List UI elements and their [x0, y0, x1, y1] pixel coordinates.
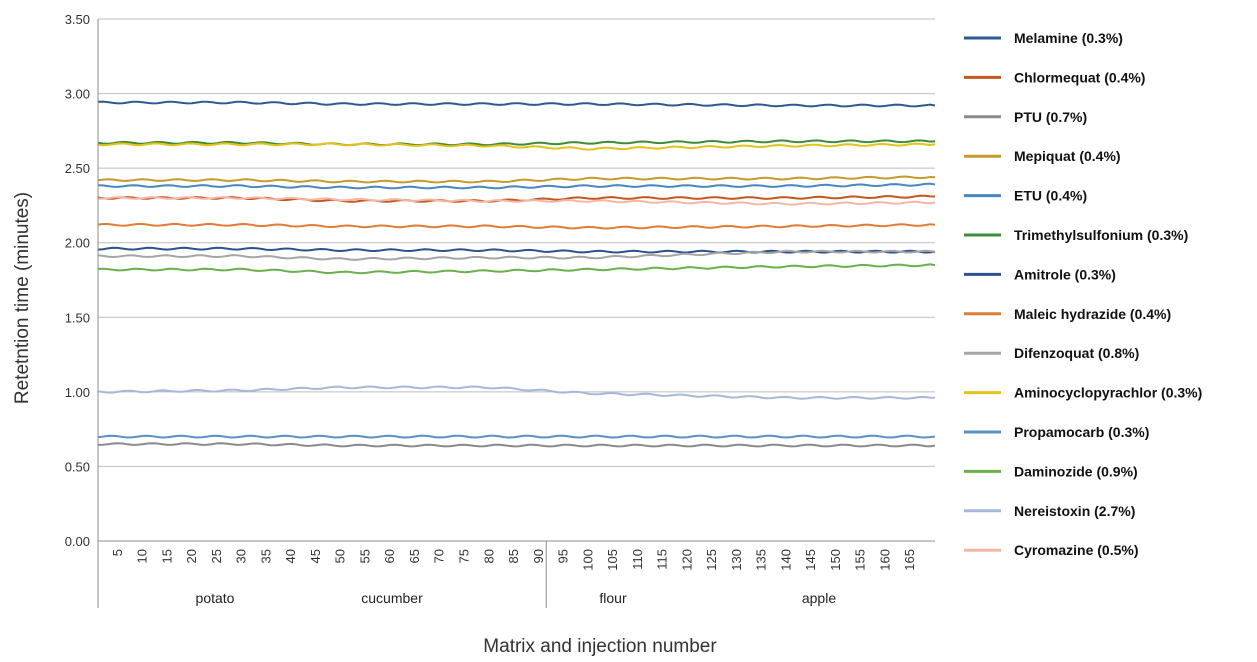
legend-item: Chlormequat (0.4%): [964, 69, 1145, 85]
y-tick-label: 3.50: [65, 12, 90, 27]
series-line: [97, 196, 936, 206]
legend-label: ETU (0.4%): [1014, 188, 1087, 204]
x-tick-label: 40: [283, 549, 298, 563]
series-line: [97, 139, 936, 147]
legend-label: Cyromazine (0.5%): [1014, 542, 1138, 558]
x-group-label: cucumber: [361, 590, 423, 606]
x-tick-label: 130: [729, 549, 744, 571]
x-tick-label: 25: [209, 549, 224, 563]
x-tick-label: 145: [803, 549, 818, 571]
y-tick-label: 2.50: [65, 161, 90, 176]
x-group-label: flour: [599, 590, 627, 606]
series-line: [97, 442, 936, 448]
x-group-label: apple: [802, 590, 836, 606]
x-tick-label: 30: [234, 549, 249, 563]
legend-item: Difenzoquat (0.8%): [964, 345, 1139, 361]
series-line: [97, 249, 936, 261]
legend-item: Aminocyclopyrachlor (0.3%): [964, 385, 1202, 401]
y-tick-label: 3.00: [65, 87, 90, 102]
series-lines: [97, 100, 936, 448]
x-tick-label: 95: [556, 549, 571, 563]
legend-label: Trimethylsulfonium (0.3%): [1014, 227, 1188, 243]
x-tick-label: 150: [828, 549, 843, 571]
legend-label: Difenzoquat (0.8%): [1014, 345, 1139, 361]
x-tick-label: 100: [580, 549, 595, 571]
x-tick-label: 115: [655, 549, 670, 570]
x-tick-label: 155: [853, 549, 868, 571]
gridlines: [98, 18, 935, 542]
series-line: [97, 434, 936, 439]
legend: Melamine (0.3%) Chlormequat (0.4%) PTU (0.…: [964, 30, 1202, 558]
x-tick-label: 20: [184, 549, 199, 563]
x-tick-label: 125: [704, 549, 719, 571]
y-tick-label: 0.00: [65, 534, 90, 549]
legend-item: Mepiquat (0.4%): [964, 148, 1121, 164]
x-tick-labels: 5 10 15 20 25 30 35 40 45 50 55 60 65 70 75 80 85 90 95 100…: [110, 549, 917, 571]
legend-item: ETU (0.4%): [964, 188, 1087, 204]
x-tick-label: 165: [902, 549, 917, 571]
legend-label: Propamocarb (0.3%): [1014, 424, 1149, 440]
series-line: [97, 263, 936, 275]
series-line: [97, 175, 936, 184]
x-tick-label: 80: [481, 549, 496, 563]
legend-item: Daminozide (0.9%): [964, 463, 1138, 479]
x-tick-label: 50: [333, 549, 348, 563]
series-line: [97, 194, 936, 203]
x-tick-label: 135: [754, 549, 769, 571]
legend-item: PTU (0.7%): [964, 109, 1087, 125]
series-line: [97, 100, 936, 108]
legend-label: Daminozide (0.9%): [1014, 463, 1138, 479]
x-tick-label: 160: [877, 549, 892, 571]
legend-item: Melamine (0.3%): [964, 30, 1123, 46]
series-line: [97, 182, 936, 190]
legend-item: Amitrole (0.3%): [964, 266, 1116, 282]
y-axis-title: Retetntion time (minutes): [12, 192, 33, 404]
legend-label: Aminocyclopyrachlor (0.3%): [1014, 385, 1202, 401]
x-tick-label: 110: [630, 549, 645, 570]
x-tick-label: 60: [382, 549, 397, 563]
legend-label: Nereistoxin (2.7%): [1014, 503, 1135, 519]
legend-label: Maleic hydrazide (0.4%): [1014, 306, 1171, 322]
legend-item: Trimethylsulfonium (0.3%): [964, 227, 1188, 243]
x-tick-label: 65: [407, 549, 422, 563]
y-tick-label: 1.50: [65, 310, 90, 325]
x-group-labels: potato cucumber flour apple: [196, 590, 837, 606]
x-tick-label: 10: [135, 549, 150, 563]
series-line: [97, 142, 936, 151]
x-tick-label: 5: [110, 549, 125, 556]
y-tick-label: 2.00: [65, 236, 90, 251]
x-axis-title: Matrix and injection number: [483, 636, 717, 657]
legend-item: Nereistoxin (2.7%): [964, 503, 1135, 519]
legend-item: Propamocarb (0.3%): [964, 424, 1149, 440]
x-tick-label: 70: [432, 549, 447, 563]
legend-label: Melamine (0.3%): [1014, 30, 1123, 46]
legend-label: PTU (0.7%): [1014, 109, 1087, 125]
series-line: [97, 222, 936, 230]
x-tick-label: 105: [605, 549, 620, 571]
x-tick-label: 90: [531, 549, 546, 563]
series-line: [97, 385, 936, 400]
x-tick-label: 120: [679, 549, 694, 571]
x-tick-label: 15: [159, 549, 174, 563]
legend-item: Cyromazine (0.5%): [964, 542, 1138, 558]
x-tick-label: 35: [258, 549, 273, 563]
x-tick-label: 45: [308, 549, 323, 563]
x-tick-label: 75: [456, 549, 471, 563]
axes: [97, 19, 935, 608]
y-tick-label: 0.50: [65, 459, 90, 474]
y-tick-labels: 0.00 0.50 1.00 1.50 2.00 2.50 3.00 3.50: [65, 12, 90, 549]
legend-label: Amitrole (0.3%): [1014, 266, 1116, 282]
x-tick-label: 140: [778, 549, 793, 571]
x-group-label: potato: [196, 590, 235, 606]
y-tick-label: 1.00: [65, 385, 90, 400]
legend-label: Mepiquat (0.4%): [1014, 148, 1121, 164]
x-tick-label: 85: [506, 549, 521, 563]
legend-label: Chlormequat (0.4%): [1014, 69, 1145, 85]
x-tick-label: 55: [357, 549, 372, 563]
legend-item: Maleic hydrazide (0.4%): [964, 306, 1171, 322]
